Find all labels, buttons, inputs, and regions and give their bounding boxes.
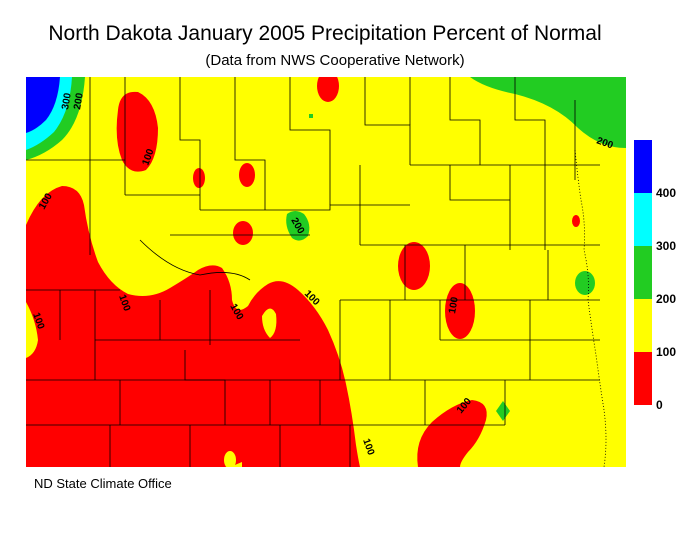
legend-label-200: 200 bbox=[656, 292, 677, 306]
region-400-plus-northwest bbox=[26, 77, 60, 133]
map-subtitle: (Data from NWS Cooperative Network) bbox=[205, 52, 465, 69]
region-200-300-east bbox=[575, 271, 595, 295]
contour-label-100: 100 bbox=[447, 296, 461, 315]
region-0-100-spot-1 bbox=[193, 168, 205, 188]
region-200-300-small bbox=[309, 114, 313, 118]
region-200-300-central bbox=[286, 211, 310, 241]
region-0-100-southwest bbox=[26, 186, 360, 467]
contour-label-200: 200 bbox=[72, 92, 86, 111]
legend-swatch-300-400 bbox=[634, 193, 652, 246]
legend-swatch-0-100 bbox=[634, 352, 652, 405]
contour-label-300: 300 bbox=[60, 92, 74, 111]
region-0-100-north bbox=[317, 77, 339, 102]
region-0-100-spot-7 bbox=[329, 416, 341, 440]
map-title: North Dakota January 2005 Precipitation … bbox=[48, 22, 602, 45]
region-0-100-spot-4 bbox=[398, 242, 430, 290]
region-0-100-southeast bbox=[417, 400, 487, 467]
region-0-100-spot-2 bbox=[239, 163, 255, 187]
region-0-100-spot-6 bbox=[572, 215, 580, 227]
legend-label-300: 300 bbox=[656, 239, 677, 253]
region-0-100-spot-3 bbox=[233, 221, 253, 245]
red-river bbox=[574, 149, 607, 467]
legend-label-100: 100 bbox=[656, 345, 677, 359]
region-0-100-spot-5 bbox=[445, 283, 475, 339]
legend-swatch-400-plus bbox=[634, 140, 652, 193]
region-200-300-northeast bbox=[470, 77, 626, 148]
region-100-200-hole bbox=[224, 451, 236, 467]
legend-colorbar bbox=[634, 140, 652, 405]
region-200-300-southeast bbox=[496, 401, 510, 421]
county-boundaries bbox=[26, 77, 600, 467]
legend-swatch-100-200 bbox=[634, 299, 652, 352]
legend-label-400: 400 bbox=[656, 186, 677, 200]
region-0-100-northwest-oval bbox=[116, 91, 158, 172]
legend-label-0: 0 bbox=[656, 398, 663, 412]
footer-credit: ND State Climate Office bbox=[34, 476, 172, 491]
region-100-200-inlet bbox=[262, 308, 277, 338]
legend-swatch-200-300 bbox=[634, 246, 652, 299]
